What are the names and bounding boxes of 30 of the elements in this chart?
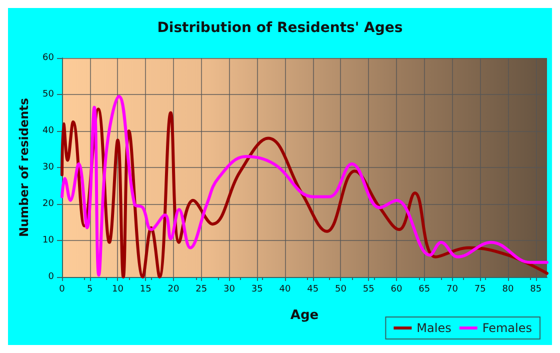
- y-tick-label: 40: [42, 126, 54, 136]
- x-tick-label: 80: [502, 284, 514, 294]
- legend-label: Females: [482, 321, 532, 335]
- x-axis-title: Age: [290, 308, 319, 323]
- x-tick-label: 65: [418, 284, 430, 294]
- y-tick-label: 50: [42, 90, 54, 100]
- x-tick-label: 40: [279, 284, 291, 294]
- x-tick-label: 60: [390, 284, 402, 294]
- x-tick-label: 15: [140, 284, 152, 294]
- x-tick-label: 70: [446, 284, 458, 294]
- chart-title: Distribution of Residents' Ages: [157, 20, 403, 36]
- y-tick-label: 20: [42, 199, 54, 209]
- y-tick-label: 0: [48, 272, 54, 282]
- y-tick-label: 60: [42, 53, 54, 63]
- x-tick-label: 10: [112, 284, 124, 294]
- x-tick-label: 30: [224, 284, 236, 294]
- y-tick-label: 10: [42, 236, 54, 246]
- x-tick-label: 75: [474, 284, 486, 294]
- x-tick-label: 20: [168, 284, 180, 294]
- x-tick-label: 0: [59, 284, 66, 294]
- x-tick-label: 5: [87, 284, 93, 294]
- x-tick-label: 55: [362, 284, 374, 294]
- x-tick-label: 45: [307, 284, 319, 294]
- y-tick-label: 30: [42, 162, 54, 172]
- legend-label: Males: [416, 321, 452, 335]
- y-axis-title: Number of residents: [17, 98, 31, 238]
- x-tick-label: 50: [335, 284, 347, 294]
- x-tick-label: 85: [530, 284, 542, 294]
- x-tick-label: 25: [196, 284, 208, 294]
- x-tick-label: 35: [251, 284, 263, 294]
